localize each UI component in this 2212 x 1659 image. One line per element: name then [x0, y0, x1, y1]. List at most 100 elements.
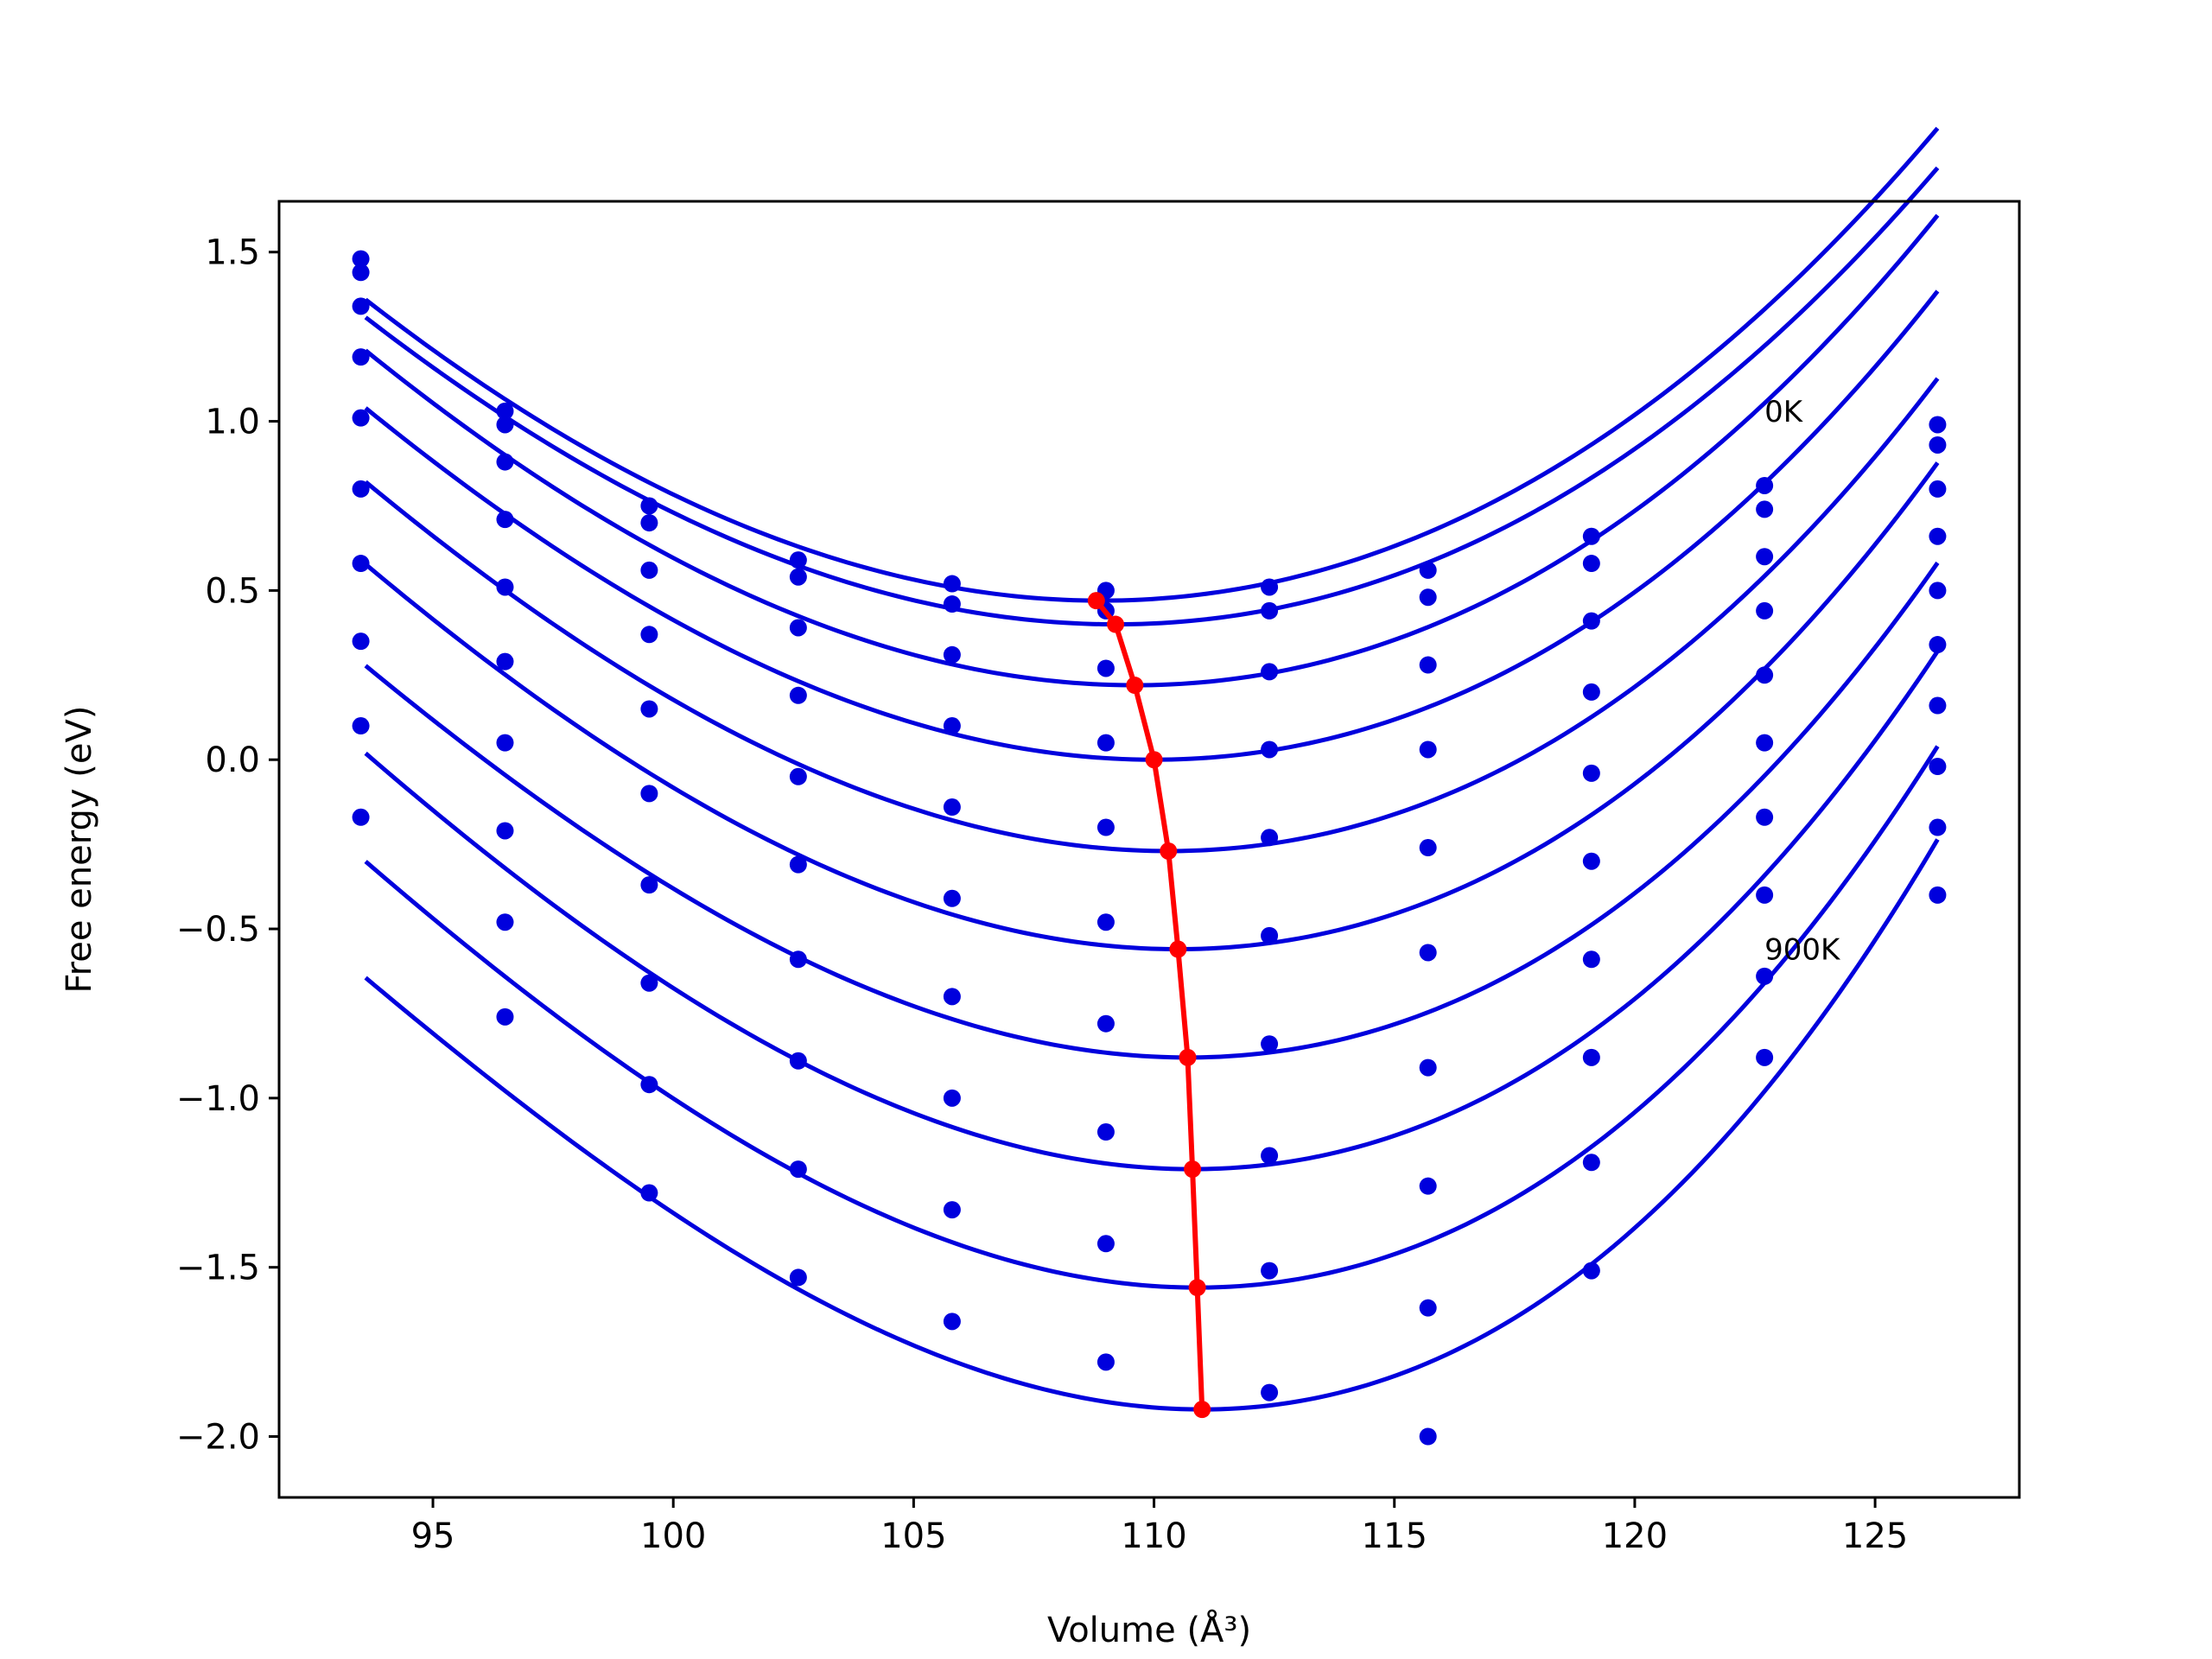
minimum-point [1160, 842, 1178, 860]
minimum-point [1193, 1401, 1211, 1419]
data-point [1419, 944, 1437, 962]
data-point [1261, 926, 1279, 944]
data-point [352, 297, 370, 315]
data-point [1756, 808, 1774, 826]
data-point [1096, 1123, 1115, 1141]
data-point [1261, 1035, 1279, 1053]
data-point [789, 855, 807, 874]
minimum-point [1087, 592, 1105, 610]
data-point [789, 1268, 807, 1287]
temperature-series [352, 808, 1947, 1446]
data-point [1261, 1383, 1279, 1402]
minimum-point [1179, 1048, 1197, 1066]
data-point [943, 595, 961, 613]
data-point [1096, 1353, 1115, 1371]
data-point [496, 453, 514, 471]
temperature-series [352, 717, 1947, 1317]
temperature-series [352, 632, 1947, 1195]
minimum-point [1188, 1279, 1206, 1297]
data-point [1419, 656, 1437, 674]
minimum-line [1094, 599, 1205, 1410]
data-point [789, 568, 807, 586]
temperature-series [352, 461, 1947, 962]
data-point [1929, 758, 1947, 776]
x-tick-label: 100 [640, 1516, 706, 1556]
data-point [943, 1201, 961, 1219]
data-point [1419, 839, 1437, 857]
data-point [943, 645, 961, 664]
minimum-point [1107, 615, 1125, 633]
temperature-annotation: 0K [1764, 395, 1804, 429]
data-point [352, 348, 370, 366]
data-point [640, 974, 658, 992]
fit-curve [364, 650, 1940, 1172]
data-point [1929, 480, 1947, 498]
data-point [1929, 527, 1947, 545]
data-point [1582, 1262, 1600, 1280]
data-point [1261, 1147, 1279, 1165]
minimum-point [1184, 1160, 1202, 1179]
data-point [1419, 741, 1437, 759]
data-point [1929, 818, 1947, 836]
data-point [640, 876, 658, 894]
minimum-path [1087, 592, 1211, 1419]
data-point [640, 626, 658, 644]
data-point [640, 561, 658, 579]
data-point [1756, 500, 1774, 518]
data-point [1096, 818, 1115, 836]
data-point [496, 652, 514, 671]
data-point [1929, 886, 1947, 904]
y-tick-label: −0.5 [176, 910, 260, 950]
minimum-point [1145, 751, 1163, 769]
data-point [1096, 913, 1115, 931]
data-point [789, 1160, 807, 1179]
fit-curve [364, 745, 1940, 1290]
data-point [496, 822, 514, 840]
data-point [352, 717, 370, 735]
data-point [1929, 636, 1947, 654]
data-point [352, 555, 370, 573]
plot-frame [277, 200, 2021, 1499]
data-point [496, 416, 514, 434]
data-point [352, 808, 370, 826]
y-axis-label: Free energy (eV) [60, 706, 99, 994]
data-point [1756, 548, 1774, 566]
x-tick-label: 105 [880, 1516, 946, 1556]
data-point [496, 734, 514, 752]
data-point [496, 511, 514, 529]
data-point [1582, 764, 1600, 782]
y-axis-ticks: 1.5 1.0 0.5 0.0 −0.5 −1.0 −1.5 −2.0 [176, 233, 279, 1458]
data-point [496, 913, 514, 931]
x-axis-ticks: 95 100 105 110 115 120 125 [411, 1497, 1908, 1556]
data-point [640, 514, 658, 532]
x-tick-label: 95 [411, 1516, 455, 1556]
y-tick-label: −1.0 [176, 1079, 260, 1119]
x-tick-label: 120 [1602, 1516, 1668, 1556]
minimum-point [1169, 940, 1187, 958]
data-point [1756, 734, 1774, 752]
data-point [1582, 527, 1600, 545]
data-point [496, 578, 514, 596]
fit-curve [364, 377, 1940, 854]
data-point [1929, 435, 1947, 454]
data-point [1419, 588, 1437, 607]
y-tick-label: 1.5 [205, 233, 260, 273]
plot-layer [352, 126, 1947, 1446]
data-point [943, 575, 961, 593]
data-point [640, 1184, 658, 1202]
fit-curve [364, 126, 1940, 603]
data-point [1261, 578, 1279, 596]
temperature-series [352, 377, 1947, 857]
data-point [1261, 663, 1279, 681]
data-point [1582, 683, 1600, 701]
data-point [943, 798, 961, 817]
data-point [1582, 1048, 1600, 1066]
data-point [640, 700, 658, 718]
data-point [1096, 1014, 1115, 1033]
y-tick-label: −2.0 [176, 1418, 260, 1458]
data-point [943, 717, 961, 735]
data-point [943, 988, 961, 1006]
data-point [1261, 829, 1279, 847]
data-point [789, 619, 807, 637]
annotations: 0K 900K [1764, 395, 1841, 968]
